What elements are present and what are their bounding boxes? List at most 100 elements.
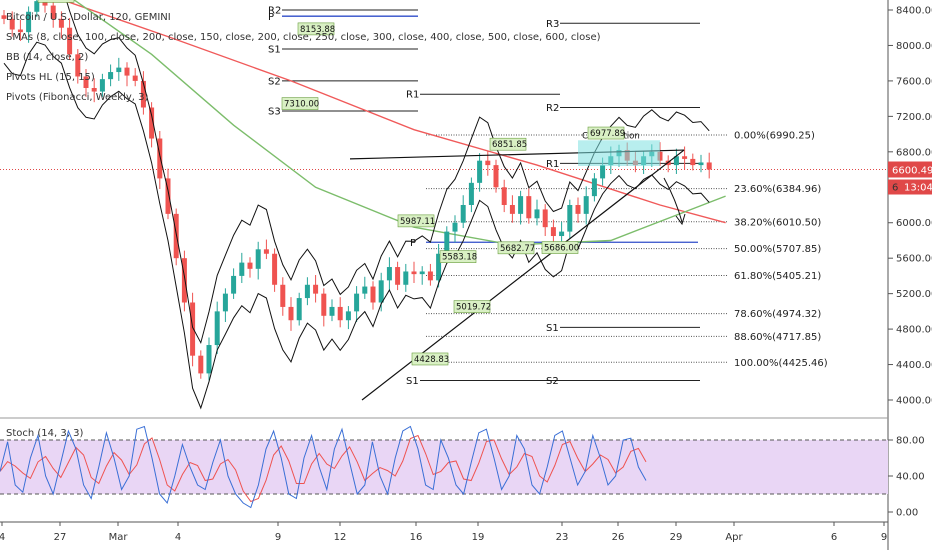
candle-body xyxy=(345,311,351,321)
candle-body xyxy=(50,5,56,19)
candle-body xyxy=(559,231,565,237)
candle-body xyxy=(337,306,343,321)
hl-price-tag-bg xyxy=(37,0,75,3)
candle-body xyxy=(477,160,483,183)
pivot-label: S1 xyxy=(406,376,419,387)
candle-body xyxy=(493,165,499,188)
candle-body xyxy=(690,158,696,166)
fib-label: 100.00%(4425.46) xyxy=(734,358,828,369)
time-tick-label: Apr xyxy=(725,532,743,543)
candle-body xyxy=(58,18,64,28)
candle-body xyxy=(575,205,581,214)
time-tick-label: 26 xyxy=(612,532,625,543)
stoch-d-line xyxy=(0,434,647,503)
candle-body xyxy=(280,284,286,307)
price-tick-label: 4800.00 xyxy=(896,325,932,336)
consolidation-box xyxy=(578,140,660,166)
time-tick-label: 9 xyxy=(881,532,887,543)
hl-price-tag: 5682.77 xyxy=(500,244,535,254)
price-tick-label: 5200.00 xyxy=(896,289,932,300)
candle-body xyxy=(550,227,556,237)
fib-label: 61.80%(5405.21) xyxy=(734,271,821,282)
candle-body xyxy=(272,253,278,285)
pivot-label: R2 xyxy=(546,103,559,114)
price-tick-label: 8000.00 xyxy=(896,41,932,52)
candle-body xyxy=(9,18,15,30)
stoch-tick-label: 80.00 xyxy=(896,436,925,447)
current-price-label: 6600.49 xyxy=(892,166,932,177)
legend-pivots-fib: Pivots (Fibonacci, Weekly, 3) xyxy=(6,92,149,103)
time-tick-label: 16 xyxy=(410,532,423,543)
candle-body xyxy=(526,196,532,219)
candle-body xyxy=(354,293,360,312)
candle-body xyxy=(296,298,302,321)
candle-body xyxy=(452,222,458,232)
candle-body xyxy=(321,293,327,316)
candle-body xyxy=(403,271,409,285)
candle-body xyxy=(17,29,23,33)
hl-price-tag-bg xyxy=(397,214,435,228)
fib-label: 23.60%(6384.96) xyxy=(734,184,821,195)
candle-body xyxy=(313,284,319,294)
candle-body xyxy=(600,165,606,179)
candle-body xyxy=(165,178,171,214)
time-tick-label: 23 xyxy=(556,532,569,543)
candle-body xyxy=(231,275,237,294)
candle-body xyxy=(591,178,597,197)
hl-price-tag: 8520.00 xyxy=(40,0,75,2)
fib-label: 38.20%(6010.50) xyxy=(734,217,821,228)
pivot-label: R2 xyxy=(268,6,281,17)
candle-body xyxy=(116,67,122,73)
hl-price-tag: 6851.85 xyxy=(492,140,527,150)
time-tick-label: 6 xyxy=(831,532,837,543)
hl-price-tag: 5583.18 xyxy=(442,253,477,263)
candle-body xyxy=(42,1,48,6)
price-tick-label: 5600.00 xyxy=(896,254,932,265)
time-tick-label: 27 xyxy=(54,532,67,543)
candle-body xyxy=(444,231,450,254)
candle-body xyxy=(206,345,212,374)
candle-body xyxy=(567,205,573,232)
candle-body xyxy=(542,209,548,228)
candle-body xyxy=(673,156,679,166)
stoch-k-line xyxy=(0,425,647,509)
pivot-p-label: P xyxy=(410,238,416,249)
candle-body xyxy=(34,1,40,12)
stoch-tick-label: 40.00 xyxy=(896,472,925,483)
candle-body xyxy=(436,253,442,281)
stoch-tick-label: 0.00 xyxy=(896,508,918,519)
current-price-tag xyxy=(888,161,932,178)
bb-lower xyxy=(3,41,710,410)
candle-body xyxy=(706,162,712,170)
price-tick-label: 8400.00 xyxy=(896,6,932,17)
countdown-tag xyxy=(888,179,932,195)
price-tick-label: 7200.00 xyxy=(896,112,932,123)
candle-body xyxy=(468,182,474,205)
hl-price-tag: 8153.88 xyxy=(300,25,335,35)
legend-pivots-hl: Pivots HL (15, 15) xyxy=(6,72,95,83)
candle-body xyxy=(304,284,310,299)
hl-price-tag-bg xyxy=(453,300,491,313)
partial-price-label: 6 xyxy=(892,183,898,194)
pivot-label: R1 xyxy=(546,159,559,170)
candle-body xyxy=(509,205,515,214)
hl-price-tag: 6977.89 xyxy=(590,129,625,139)
hl-price-tag-bg xyxy=(587,126,625,140)
hl-price-tag-bg xyxy=(489,137,527,151)
candle-body xyxy=(698,162,704,166)
candle-body xyxy=(247,262,253,269)
hl-price-tag-bg xyxy=(411,352,449,366)
pivot-label: R1 xyxy=(406,90,419,101)
legend-title: Bitcoin / U.S. Dollar, 120, GEMINI xyxy=(6,12,171,23)
candle-body xyxy=(83,76,89,88)
candle-body xyxy=(239,262,245,276)
price-pane-bg xyxy=(0,0,888,414)
candle-body xyxy=(214,311,220,346)
sma-red-line xyxy=(60,0,726,224)
candle-body xyxy=(222,293,228,312)
pivot-p-label: P xyxy=(268,12,274,23)
candle-body xyxy=(534,209,540,219)
candle-body xyxy=(26,11,32,33)
hl-price-tag-bg xyxy=(541,241,579,254)
